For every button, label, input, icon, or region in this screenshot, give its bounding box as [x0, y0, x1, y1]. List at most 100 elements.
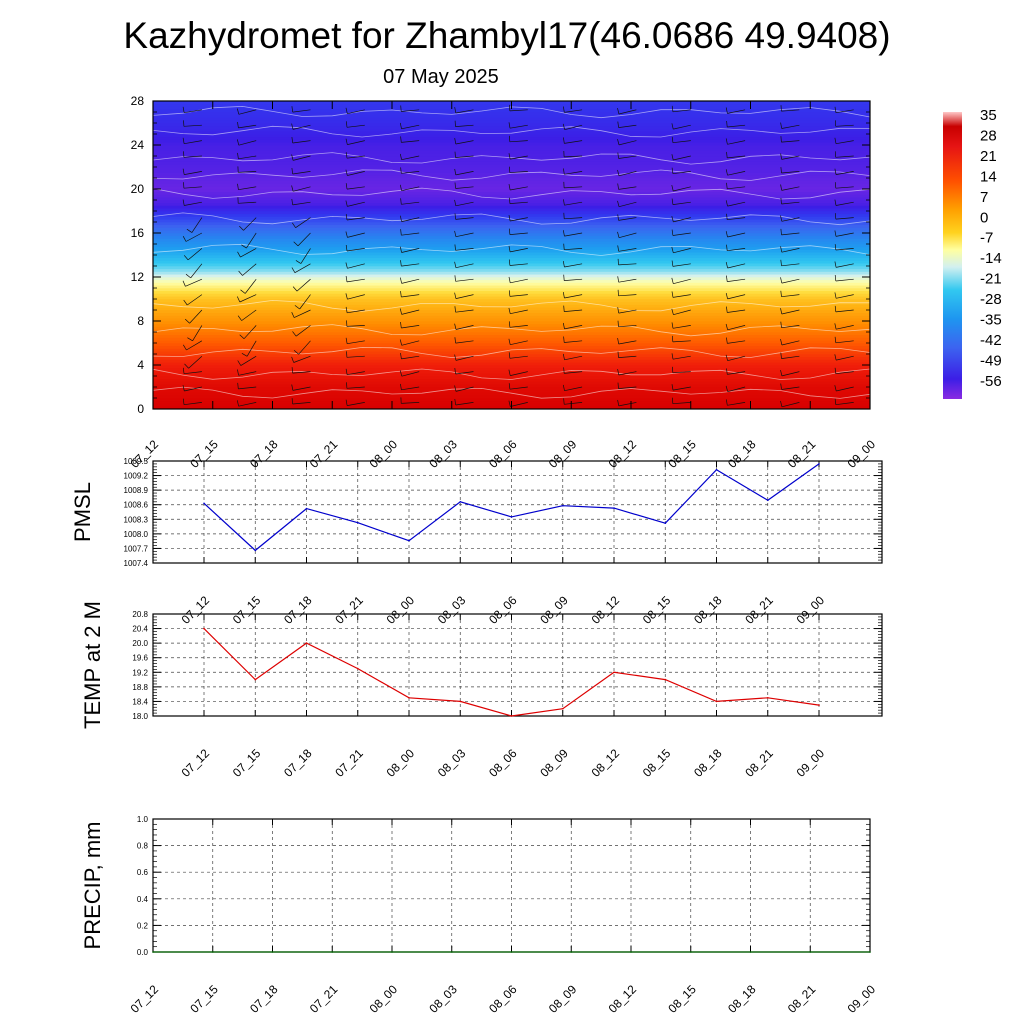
temperature-band — [153, 141, 870, 146]
wind-barb-shaft — [835, 109, 854, 114]
wind-barb-shaft — [835, 155, 854, 158]
data-point — [818, 463, 820, 465]
y-tick-label: 20.8 — [132, 610, 148, 619]
wind-barb-shaft — [510, 248, 528, 253]
wind-barb-feather — [780, 259, 782, 266]
colorbar-gradient — [943, 112, 962, 399]
wind-barb-feather — [562, 292, 565, 299]
temperature-band — [153, 202, 870, 206]
wind-barb-shaft — [564, 217, 583, 220]
data-point — [357, 667, 359, 670]
contour-line — [153, 212, 870, 226]
wind-barb-feather — [725, 200, 728, 207]
temperature-band — [153, 174, 870, 179]
wind-barb-feather — [400, 229, 402, 236]
wind-barb-feather — [726, 275, 728, 282]
wind-barb-shaft — [238, 201, 257, 204]
wind-barb-feather — [236, 400, 239, 407]
temperature-band — [153, 249, 870, 253]
wind-barb-feather — [726, 213, 728, 220]
temperature-band — [153, 394, 870, 399]
wind-barb-feather — [726, 120, 728, 128]
wind-barb-feather — [400, 383, 402, 390]
data-point — [510, 951, 513, 953]
wind-barb-feather — [563, 168, 565, 175]
wind-barb-feather — [671, 136, 674, 143]
wind-barb-feather — [345, 169, 348, 176]
wind-barb-feather — [508, 245, 511, 252]
wind-barb-shaft — [401, 386, 420, 391]
temperature-band — [153, 194, 870, 198]
wind-barb-shaft — [835, 371, 854, 375]
wind-barb-feather — [454, 323, 457, 330]
y-tick-label: 1009.2 — [124, 472, 149, 481]
wind-barb-feather — [241, 244, 247, 249]
wind-barb-feather — [454, 275, 456, 282]
wind-barb-feather — [726, 151, 728, 158]
temperature-band — [153, 161, 870, 165]
wind-barb-feather — [508, 383, 511, 390]
wind-barb-shaft — [244, 278, 257, 294]
wind-barb-shaft — [564, 263, 583, 268]
temperature-band — [153, 158, 870, 162]
wind-barb-feather — [508, 290, 511, 297]
wind-barb-shaft — [455, 340, 474, 344]
wind-barb-shaft — [781, 109, 800, 112]
y-tick-label: 0.4 — [137, 895, 149, 904]
wind-barb-shaft — [346, 155, 365, 159]
wind-barb-feather — [617, 307, 620, 314]
x-tick-label: 08_15 — [640, 746, 674, 780]
data-point — [152, 951, 154, 953]
wind-barb-feather — [454, 261, 457, 268]
wind-barb-feather — [617, 382, 619, 389]
temperature-band — [153, 334, 870, 338]
wind-barb-shaft — [618, 278, 637, 283]
data-point — [809, 951, 812, 953]
temperature-band — [153, 301, 870, 305]
wind-barb-feather — [345, 214, 348, 221]
x-tick-label: 07_12 — [179, 746, 213, 780]
wind-barb-feather — [399, 153, 402, 160]
y-axis-label: PRECIP, mm — [80, 822, 105, 950]
wind-barb-shaft — [455, 278, 474, 282]
colorbar-label: -7 — [980, 230, 993, 247]
wind-barb-feather — [671, 260, 674, 267]
temperature-band — [153, 199, 870, 204]
y-axis-label: PMSL — [70, 482, 95, 542]
wind-barb-shaft — [455, 186, 474, 189]
wind-barb-shaft — [672, 371, 691, 374]
wind-barb-feather — [454, 368, 456, 375]
temperature-band — [153, 210, 870, 215]
wind-barb-feather — [725, 293, 728, 299]
wind-barb-shaft — [243, 217, 257, 231]
wind-barb-shaft — [509, 140, 528, 143]
data-point — [767, 697, 769, 699]
wind-barb-feather — [671, 198, 674, 205]
temperature-band — [153, 117, 870, 121]
colorbar-label: -35 — [980, 312, 1002, 329]
temperature-band — [153, 235, 870, 239]
wind-barb-feather — [725, 399, 728, 406]
x-tick-label: 08_18 — [725, 437, 759, 471]
wind-barb-shaft — [184, 171, 202, 175]
wind-barb-feather — [345, 231, 348, 238]
wind-barb-feather — [185, 273, 191, 279]
wind-barb-feather — [671, 123, 674, 130]
wind-barb-feather — [780, 352, 782, 359]
x-tick-label: 07_18 — [247, 437, 281, 471]
wind-barb-shaft — [727, 371, 746, 375]
wind-barb-shaft — [184, 109, 202, 114]
temperature-band — [153, 191, 870, 195]
colorbar-label: -14 — [980, 250, 1002, 267]
wind-barb-feather — [780, 308, 783, 315]
data-point — [331, 951, 334, 953]
wind-barb-feather — [834, 398, 837, 405]
wind-barb-shaft — [510, 402, 528, 407]
temperature-band — [153, 147, 870, 151]
wind-barb-feather — [237, 315, 242, 321]
wind-barb-feather — [291, 356, 295, 363]
wind-barb-feather — [563, 243, 565, 250]
wind-barb-shaft — [835, 232, 854, 237]
colorbar-label: -28 — [980, 291, 1002, 308]
wind-barb-shaft — [191, 217, 203, 233]
